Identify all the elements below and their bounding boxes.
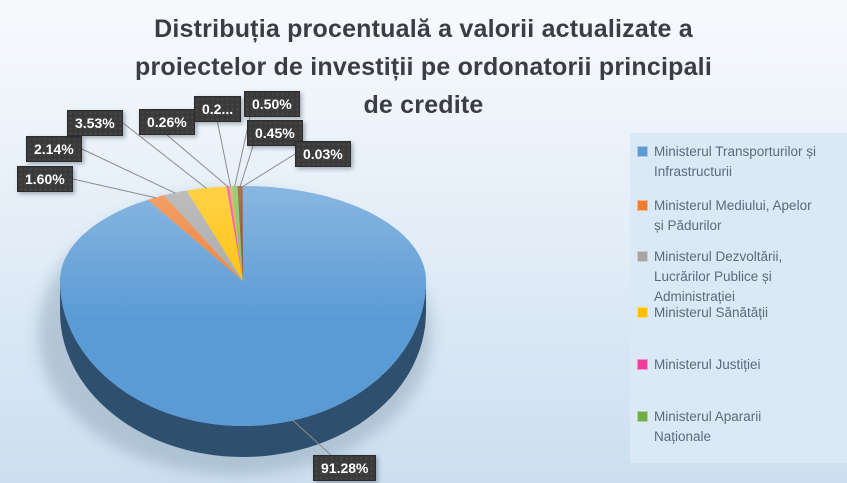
legend-item-4[interactable]: Ministerul Sănătății — [637, 303, 839, 323]
legend-label: Ministerul Transporturilor și Infrastruc… — [654, 144, 817, 179]
data-label-9[interactable]: 0.03% — [295, 141, 351, 167]
data-label-6[interactable]: 0.2... — [194, 96, 242, 122]
legend-label: Ministerul Mediului, Apelor și Pădurilor — [654, 198, 812, 233]
chart-title-line-3: de credite — [363, 91, 484, 119]
data-label-5[interactable]: 0.26% — [139, 109, 195, 135]
data-label-8[interactable]: 0.45% — [247, 120, 303, 146]
chart-title: Distribuția procentuală a valorii actual… — [0, 10, 847, 124]
data-label-1[interactable]: 91.28% — [313, 455, 377, 481]
legend-item-5[interactable]: Ministerul Justiției — [637, 355, 839, 375]
chart-title-line-1: Distribuția procentuală a valorii actual… — [154, 15, 693, 43]
data-label-4[interactable]: 3.53% — [67, 110, 123, 136]
leader-line-1 — [291, 419, 332, 456]
chart-title-line-2: proiectelor de investiții pe ordonatorii… — [135, 53, 712, 81]
data-label-2[interactable]: 1.60% — [17, 166, 73, 192]
legend-label: Ministerul Sănătății — [654, 305, 769, 320]
legend-item-1[interactable]: Ministerul Transporturilor și Infrastruc… — [637, 142, 839, 182]
data-label-3[interactable]: 2.14% — [26, 136, 82, 162]
leader-line-8 — [239, 145, 254, 187]
legend: Ministerul Transporturilor și Infrastruc… — [630, 133, 847, 463]
data-label-7[interactable]: 0.50% — [244, 91, 300, 117]
legend-swatch-icon — [637, 411, 648, 422]
leader-line-3 — [81, 148, 176, 194]
legend-label: Ministerul Apararii Naționale — [654, 409, 762, 444]
legend-item-3[interactable]: Ministerul Dezvoltării, Lucrărilor Publi… — [637, 247, 839, 307]
legend-swatch-icon — [637, 146, 648, 157]
legend-swatch-icon — [637, 359, 648, 370]
leader-line-4 — [122, 122, 207, 189]
legend-item-2[interactable]: Ministerul Mediului, Apelor și Pădurilor — [637, 196, 839, 236]
leader-line-2 — [72, 178, 157, 199]
leader-line-5 — [166, 134, 229, 188]
legend-item-6[interactable]: Ministerul Apararii Naționale — [637, 407, 839, 447]
leader-line-6 — [217, 121, 232, 187]
leader-line-9 — [242, 153, 296, 187]
legend-label: Ministerul Justiției — [654, 357, 761, 372]
legend-swatch-icon — [637, 200, 648, 211]
legend-label: Ministerul Dezvoltării, Lucrărilor Publi… — [654, 249, 783, 304]
legend-swatch-icon — [637, 307, 648, 318]
legend-swatch-icon — [637, 251, 648, 262]
